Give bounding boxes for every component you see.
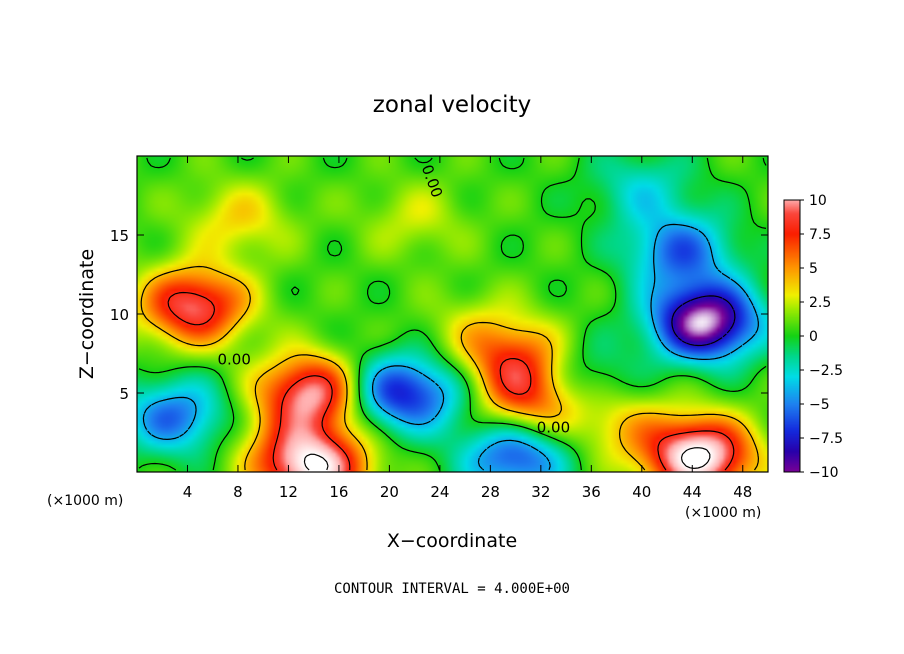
colorbar-tick-label: −5 [809,397,830,413]
y-axis-label: Z−coordinate [76,249,98,379]
x-tick-label: 20 [380,483,399,501]
colorbar-tick-label: −2.5 [809,363,843,379]
x-tick-label: 36 [582,483,601,501]
colorbar-tick-label: 0 [809,329,818,345]
x-axis: 4 8 12 16 20 24 28 32 36 40 44 48 [183,156,752,501]
x-tick-label: 48 [733,483,752,501]
colorbar: 10 7.5 5 2.5 0 −2.5 −5 −7.5 −10 [783,193,843,481]
contour-interval-note: CONTOUR INTERVAL = 4.000E+00 [334,581,570,597]
colorbar-gradient [784,200,800,472]
contour-line-pos [140,265,759,471]
plot-area: 0.000.000.00 [136,155,769,473]
x-tick-label: 32 [531,483,550,501]
contour-line-neg [142,223,759,471]
colorbar-tick-label: 10 [809,193,827,209]
x-tick-label: 16 [329,483,348,501]
x-tick-label: 44 [683,483,702,501]
contour-line-neg [671,295,736,347]
contour-label: 0.00 [217,351,250,369]
chart-title: zonal velocity [373,92,531,118]
contour-line-zero [138,157,767,471]
y-tick-label: 10 [110,306,129,324]
y-axis: 5 10 15 [110,227,768,403]
x-tick-label: 4 [183,483,193,501]
colorbar-ticks: 10 7.5 5 2.5 0 −2.5 −5 −7.5 −10 [800,193,843,481]
x-unit-left: (×1000 m) [47,493,123,509]
contour-line-pos [167,291,735,471]
colorbar-tick-label: 7.5 [809,227,831,243]
x-tick-label: 40 [632,483,651,501]
contour-label: 0.00 [537,419,570,437]
x-tick-label: 12 [279,483,298,501]
colorbar-tick-label: 5 [809,261,818,277]
colorbar-tick-label: −7.5 [809,431,843,447]
x-tick-label: 28 [481,483,500,501]
y-tick-label: 15 [110,227,129,245]
colorbar-tick-label: −10 [809,465,839,481]
x-tick-label: 24 [430,483,449,501]
contour-lines [138,157,767,471]
x-tick-label: 8 [233,483,243,501]
velocity-field-image [137,156,768,472]
x-unit-right: (×1000 m) [685,505,761,521]
x-axis-label: X−coordinate [387,530,517,552]
contour-line-pos [303,447,711,471]
y-tick-label: 5 [119,385,129,403]
colorbar-tick-label: 2.5 [809,295,831,311]
